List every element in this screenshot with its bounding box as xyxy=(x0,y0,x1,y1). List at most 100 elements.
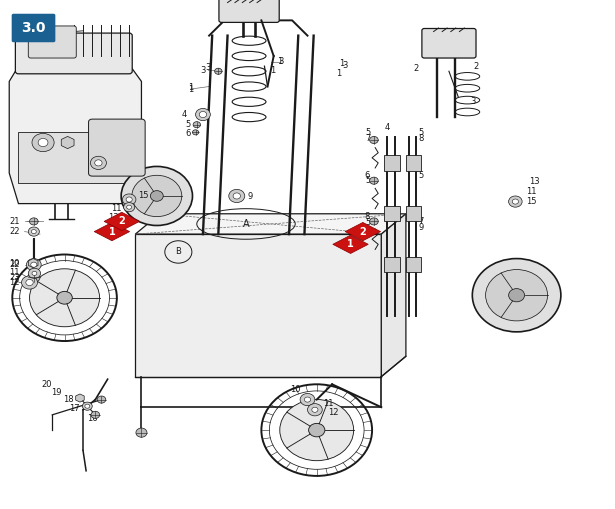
Text: A: A xyxy=(243,219,249,229)
Text: 4: 4 xyxy=(182,110,187,119)
Text: 13: 13 xyxy=(529,177,539,186)
FancyBboxPatch shape xyxy=(15,33,132,74)
Circle shape xyxy=(136,428,147,437)
Circle shape xyxy=(370,218,378,225)
Text: 10: 10 xyxy=(9,259,20,268)
Text: 1: 1 xyxy=(188,83,193,92)
Circle shape xyxy=(196,108,210,121)
Circle shape xyxy=(32,271,37,275)
Text: 3: 3 xyxy=(343,61,348,70)
Polygon shape xyxy=(135,214,406,234)
Text: 15: 15 xyxy=(138,191,149,201)
Circle shape xyxy=(38,138,48,147)
FancyBboxPatch shape xyxy=(219,0,279,22)
Circle shape xyxy=(312,407,318,412)
Text: 22: 22 xyxy=(9,260,20,269)
Text: 18: 18 xyxy=(63,395,74,404)
Text: 1: 1 xyxy=(339,59,344,68)
Text: 17: 17 xyxy=(69,404,80,413)
Circle shape xyxy=(97,396,106,403)
Text: 4: 4 xyxy=(384,123,390,132)
Text: 3: 3 xyxy=(200,66,206,75)
Circle shape xyxy=(124,203,135,212)
Text: 5: 5 xyxy=(365,128,370,137)
Text: 8: 8 xyxy=(418,134,424,143)
Polygon shape xyxy=(28,259,38,268)
Text: 11: 11 xyxy=(526,187,536,196)
Text: 9: 9 xyxy=(418,223,424,232)
Polygon shape xyxy=(9,56,141,204)
Text: 5: 5 xyxy=(365,176,370,185)
Text: 1: 1 xyxy=(270,66,276,75)
Circle shape xyxy=(151,191,163,201)
Text: 15: 15 xyxy=(526,197,536,206)
Text: 10: 10 xyxy=(290,385,300,394)
Text: 16: 16 xyxy=(87,414,98,423)
Text: 7: 7 xyxy=(365,134,370,143)
Polygon shape xyxy=(345,222,381,241)
Circle shape xyxy=(26,259,41,271)
Text: 2: 2 xyxy=(413,64,418,73)
Text: 20: 20 xyxy=(42,380,52,389)
Circle shape xyxy=(90,156,106,169)
Circle shape xyxy=(28,268,41,278)
Text: 7: 7 xyxy=(418,217,424,226)
Circle shape xyxy=(300,393,315,406)
FancyBboxPatch shape xyxy=(12,14,55,42)
Circle shape xyxy=(30,218,38,225)
Bar xyxy=(406,257,421,272)
Circle shape xyxy=(95,160,102,166)
Polygon shape xyxy=(333,235,368,253)
Circle shape xyxy=(472,259,561,332)
Circle shape xyxy=(199,111,207,118)
Polygon shape xyxy=(104,212,140,231)
Circle shape xyxy=(309,423,325,437)
Text: 11: 11 xyxy=(9,268,20,277)
Text: 23: 23 xyxy=(9,273,20,282)
Text: 6: 6 xyxy=(185,129,190,138)
Circle shape xyxy=(31,262,37,267)
Circle shape xyxy=(304,397,311,402)
Circle shape xyxy=(193,122,200,128)
Text: 11: 11 xyxy=(111,204,122,213)
Text: 3: 3 xyxy=(205,63,210,72)
Text: 2: 2 xyxy=(360,227,366,237)
Circle shape xyxy=(509,289,525,302)
Circle shape xyxy=(31,230,36,234)
Circle shape xyxy=(486,270,547,321)
FancyBboxPatch shape xyxy=(89,119,145,176)
Text: 9: 9 xyxy=(247,192,253,202)
Text: 21: 21 xyxy=(9,217,20,226)
Circle shape xyxy=(126,197,132,202)
Circle shape xyxy=(26,279,33,286)
Circle shape xyxy=(233,193,240,199)
Polygon shape xyxy=(94,222,130,241)
Polygon shape xyxy=(135,234,381,377)
Polygon shape xyxy=(76,394,84,402)
FancyBboxPatch shape xyxy=(422,29,476,58)
Text: 8: 8 xyxy=(365,212,370,221)
Polygon shape xyxy=(381,214,406,377)
Circle shape xyxy=(32,133,54,152)
Circle shape xyxy=(82,402,92,410)
Circle shape xyxy=(132,175,182,217)
Circle shape xyxy=(85,404,90,408)
Circle shape xyxy=(91,411,100,418)
Text: 1: 1 xyxy=(188,84,193,94)
Circle shape xyxy=(308,404,322,416)
Circle shape xyxy=(370,136,378,144)
Circle shape xyxy=(22,276,38,289)
Circle shape xyxy=(28,272,40,282)
Bar xyxy=(384,257,400,272)
FancyBboxPatch shape xyxy=(28,26,76,58)
Text: 11: 11 xyxy=(323,399,333,408)
Circle shape xyxy=(509,196,522,207)
Text: 19: 19 xyxy=(51,388,62,398)
Circle shape xyxy=(57,291,73,304)
Bar xyxy=(406,155,421,171)
Bar xyxy=(384,155,400,171)
Text: 6: 6 xyxy=(365,171,370,180)
Polygon shape xyxy=(62,136,74,149)
Text: 1: 1 xyxy=(347,239,354,249)
Circle shape xyxy=(215,68,222,74)
